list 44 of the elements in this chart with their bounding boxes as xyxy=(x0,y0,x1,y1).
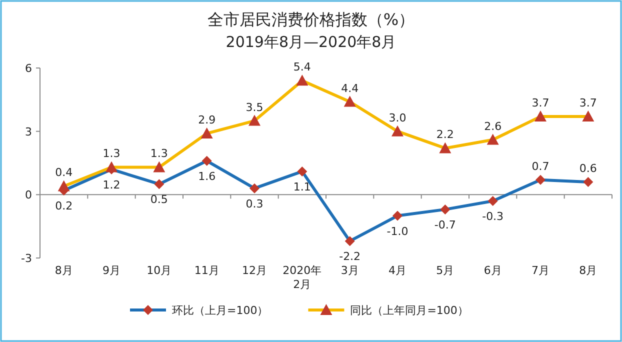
x-tick-label: 12月 xyxy=(242,264,267,277)
data-label: 0.4 xyxy=(55,166,73,180)
data-label: 0.6 xyxy=(579,162,597,175)
data-label: 3.5 xyxy=(246,100,264,114)
data-label: 2.9 xyxy=(198,113,216,126)
data-label: 0.5 xyxy=(150,193,168,206)
data-label: 2.6 xyxy=(484,120,502,133)
x-tick-label: 8月 xyxy=(54,264,73,277)
x-tick-label: 10月 xyxy=(146,264,172,277)
data-label: 0.3 xyxy=(246,197,264,210)
chart-subtitle: 2019年8月—2020年8月 xyxy=(226,33,396,51)
x-tick-label: 5月 xyxy=(436,264,454,277)
legend-label: 同比（上年同月=100） xyxy=(350,304,468,317)
x-tick-label: 3月 xyxy=(340,264,359,277)
x-tick-label: 4月 xyxy=(388,264,406,277)
data-label: 5.4 xyxy=(293,60,311,74)
data-label: 3.7 xyxy=(579,96,597,110)
y-tick-label: 3 xyxy=(25,125,32,138)
data-label: 0.7 xyxy=(532,160,550,173)
data-label: 1.6 xyxy=(198,170,216,183)
data-label: 0.2 xyxy=(55,199,73,212)
data-label: 3.0 xyxy=(388,111,406,124)
data-label: 2.2 xyxy=(436,128,454,142)
legend-label: 环比（上月=100） xyxy=(172,304,268,317)
data-label: 1.3 xyxy=(150,147,168,160)
data-label: -0.7 xyxy=(434,218,456,232)
x-tick-label: 7月 xyxy=(532,264,550,277)
x-tick-label: 8月 xyxy=(579,264,598,277)
data-label: 3.7 xyxy=(532,96,550,110)
x-tick-label: 2020年2月 xyxy=(282,264,322,291)
data-label: 1.1 xyxy=(293,180,311,194)
chart-title: 全市居民消费价格指数（%） xyxy=(207,10,415,29)
y-tick-label: 6 xyxy=(25,62,32,75)
y-tick-label: -3 xyxy=(21,252,32,265)
x-tick-label: 9月 xyxy=(102,264,120,277)
x-tick-label: 11月 xyxy=(194,264,220,277)
data-label: -1.0 xyxy=(386,224,408,238)
data-label: 1.2 xyxy=(102,178,120,192)
y-tick-label: 0 xyxy=(25,188,32,202)
x-tick-label: 6月 xyxy=(484,264,502,277)
data-label: 4.4 xyxy=(341,82,359,95)
data-label: -0.3 xyxy=(482,210,504,223)
data-label: 1.3 xyxy=(102,147,120,160)
data-label: -2.2 xyxy=(339,250,361,264)
